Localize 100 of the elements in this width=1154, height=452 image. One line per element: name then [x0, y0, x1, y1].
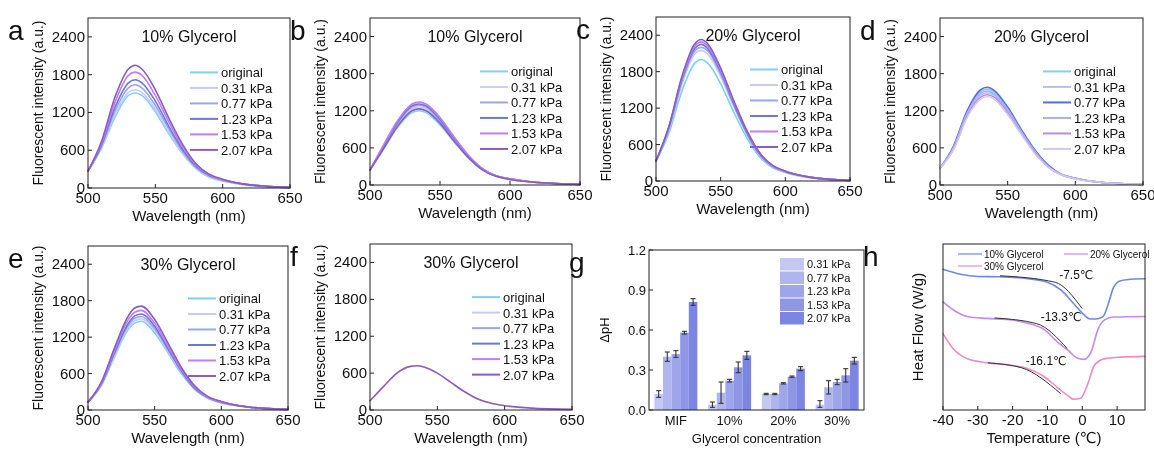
x-axis-title: Wavelength (nm) — [131, 429, 245, 446]
legend-label: 20% Glycerol — [1090, 249, 1150, 260]
legend-label: 0.77 kPa — [1074, 95, 1127, 111]
x-axis-title: Glycerol concentration — [691, 431, 822, 446]
x-tick-label: -20 — [1001, 411, 1024, 428]
x-axis-title: Wavelength (nm) — [132, 207, 246, 224]
annotation: g — [569, 247, 585, 278]
annotation: -13.3℃ — [1040, 309, 1082, 324]
y-tick-label: 1200 — [333, 101, 367, 119]
y-tick-label: 0.9 — [627, 283, 646, 298]
y-tick-label: 2400 — [51, 255, 85, 273]
x-tick-label: 10 — [1108, 411, 1126, 428]
legend-label: 1.53 kPa — [219, 353, 272, 369]
y-tick-label: 600 — [59, 364, 85, 382]
legend-label: 1.23 kPa — [1074, 110, 1127, 126]
x-axis-title: Wavelength (nm) — [414, 429, 528, 446]
annotation: b — [290, 15, 306, 46]
legend-label: 1.53 kPa — [221, 127, 274, 143]
y-tick-label: 1200 — [619, 99, 653, 117]
legend-label: 1.53 kPa — [781, 124, 834, 140]
y-axis-title: Fluorescent intensity (a.u.) — [30, 245, 46, 411]
legend-label: original — [503, 290, 546, 306]
x-tick-label: -40 — [932, 411, 954, 428]
legend-label: 1.23 kPa — [503, 336, 556, 352]
x-tick-label: -10 — [1036, 411, 1059, 428]
legend-label: 2.07 kPa — [511, 141, 564, 157]
y-tick-label: 600 — [911, 138, 937, 156]
y-tick-label: 2400 — [619, 26, 653, 44]
legend-label: 0.77 kPa — [807, 271, 852, 284]
legend-label: 1.53 kPa — [1074, 126, 1127, 142]
y-tick-label: 600 — [59, 141, 85, 159]
y-tick-label: 1200 — [903, 101, 937, 119]
y-axis-title: Fluorescent intensity (a.u.) — [598, 16, 614, 182]
x-tick-label: 0 — [1078, 411, 1087, 428]
x-tick-label: 550 — [995, 186, 1021, 203]
legend-label: 1.23 kPa — [781, 108, 834, 124]
legend-label: original — [1074, 64, 1117, 80]
legend-label: 2.07 kPa — [1074, 141, 1127, 157]
y-tick-label: 1.2 — [627, 243, 646, 258]
x-tick-label: 650 — [277, 189, 303, 206]
legend-label: 0.77 kPa — [503, 321, 556, 337]
legend-label: 1.23 kPa — [219, 337, 272, 353]
x-tick-label: 600 — [208, 411, 234, 428]
x-tick-label: 650 — [275, 411, 301, 428]
annotation: h — [863, 241, 879, 272]
x-tick-label: 650 — [837, 182, 863, 199]
y-axis-title: Heat Flow (W/g) — [909, 272, 926, 382]
legend-label: 1.53 kPa — [807, 298, 852, 311]
legend-label: original — [781, 62, 824, 78]
x-tick-label: 550 — [708, 182, 734, 199]
x-tick-label: 650 — [567, 186, 593, 203]
y-tick-label: 2400 — [903, 27, 937, 45]
legend-label: original — [219, 291, 262, 307]
x-tick-label: 10% — [716, 413, 744, 428]
legend-label: 1.23 kPa — [807, 285, 852, 297]
legend-label: 0.77 kPa — [221, 96, 274, 112]
annotation: -7.5℃ — [1059, 268, 1094, 283]
x-tick-label: 20% — [770, 413, 797, 428]
x-axis-title: Temperature (℃) — [986, 429, 1102, 446]
x-tick-label: 550 — [427, 186, 453, 203]
text: 10% Glycerol — [427, 28, 523, 45]
legend-label: 1.53 kPa — [503, 352, 556, 368]
y-axis-title: ΔpH — [597, 317, 612, 343]
annotation: c — [576, 14, 590, 45]
y-tick-label: 600 — [341, 364, 367, 382]
legend-label: 2.07 kPa — [781, 139, 834, 155]
y-tick-label: 1200 — [51, 103, 85, 121]
x-tick-label: 600 — [492, 411, 518, 428]
y-tick-label: 2400 — [333, 27, 367, 45]
x-tick-label: 550 — [424, 411, 450, 428]
legend-label: 0.31 kPa — [807, 258, 852, 270]
x-tick-label: 30% — [824, 413, 851, 428]
y-tick-label: 1200 — [51, 328, 85, 346]
legend-label: original — [511, 64, 554, 80]
x-tick-label: 600 — [497, 186, 523, 203]
text: 30% Glycerol — [140, 256, 236, 273]
y-axis-title: Fluorescent intensity (a.u.) — [30, 20, 46, 186]
text: d — [860, 15, 876, 46]
legend-label: 2.07 kPa — [219, 368, 272, 384]
text: 10% Glycerol — [141, 28, 237, 45]
y-tick-label: 0.3 — [627, 363, 646, 378]
y-tick-label: 2400 — [333, 253, 367, 271]
x-tick-label: 600 — [210, 189, 236, 206]
y-tick-label: 0.0 — [627, 403, 646, 418]
y-tick-label: 1800 — [51, 65, 85, 83]
x-tick-label: 600 — [1062, 186, 1088, 203]
x-tick-label: MIF — [664, 413, 688, 428]
y-tick-label: 600 — [627, 135, 653, 153]
legend-label: 1.23 kPa — [221, 111, 274, 127]
y-tick-label: 1800 — [619, 62, 653, 80]
text: a — [8, 15, 24, 46]
x-tick-label: 550 — [142, 189, 168, 206]
y-tick-label: 600 — [341, 138, 367, 156]
x-tick-label: -30 — [966, 411, 989, 428]
legend-label: 0.77 kPa — [219, 322, 272, 338]
legend-label: 0.31 kPa — [511, 79, 564, 95]
legend-label: 0.31 kPa — [221, 80, 274, 96]
legend-label: 1.53 kPa — [511, 126, 564, 142]
x-axis-title: Wavelength (nm) — [696, 200, 810, 217]
legend-label: 0.31 kPa — [1074, 79, 1127, 95]
